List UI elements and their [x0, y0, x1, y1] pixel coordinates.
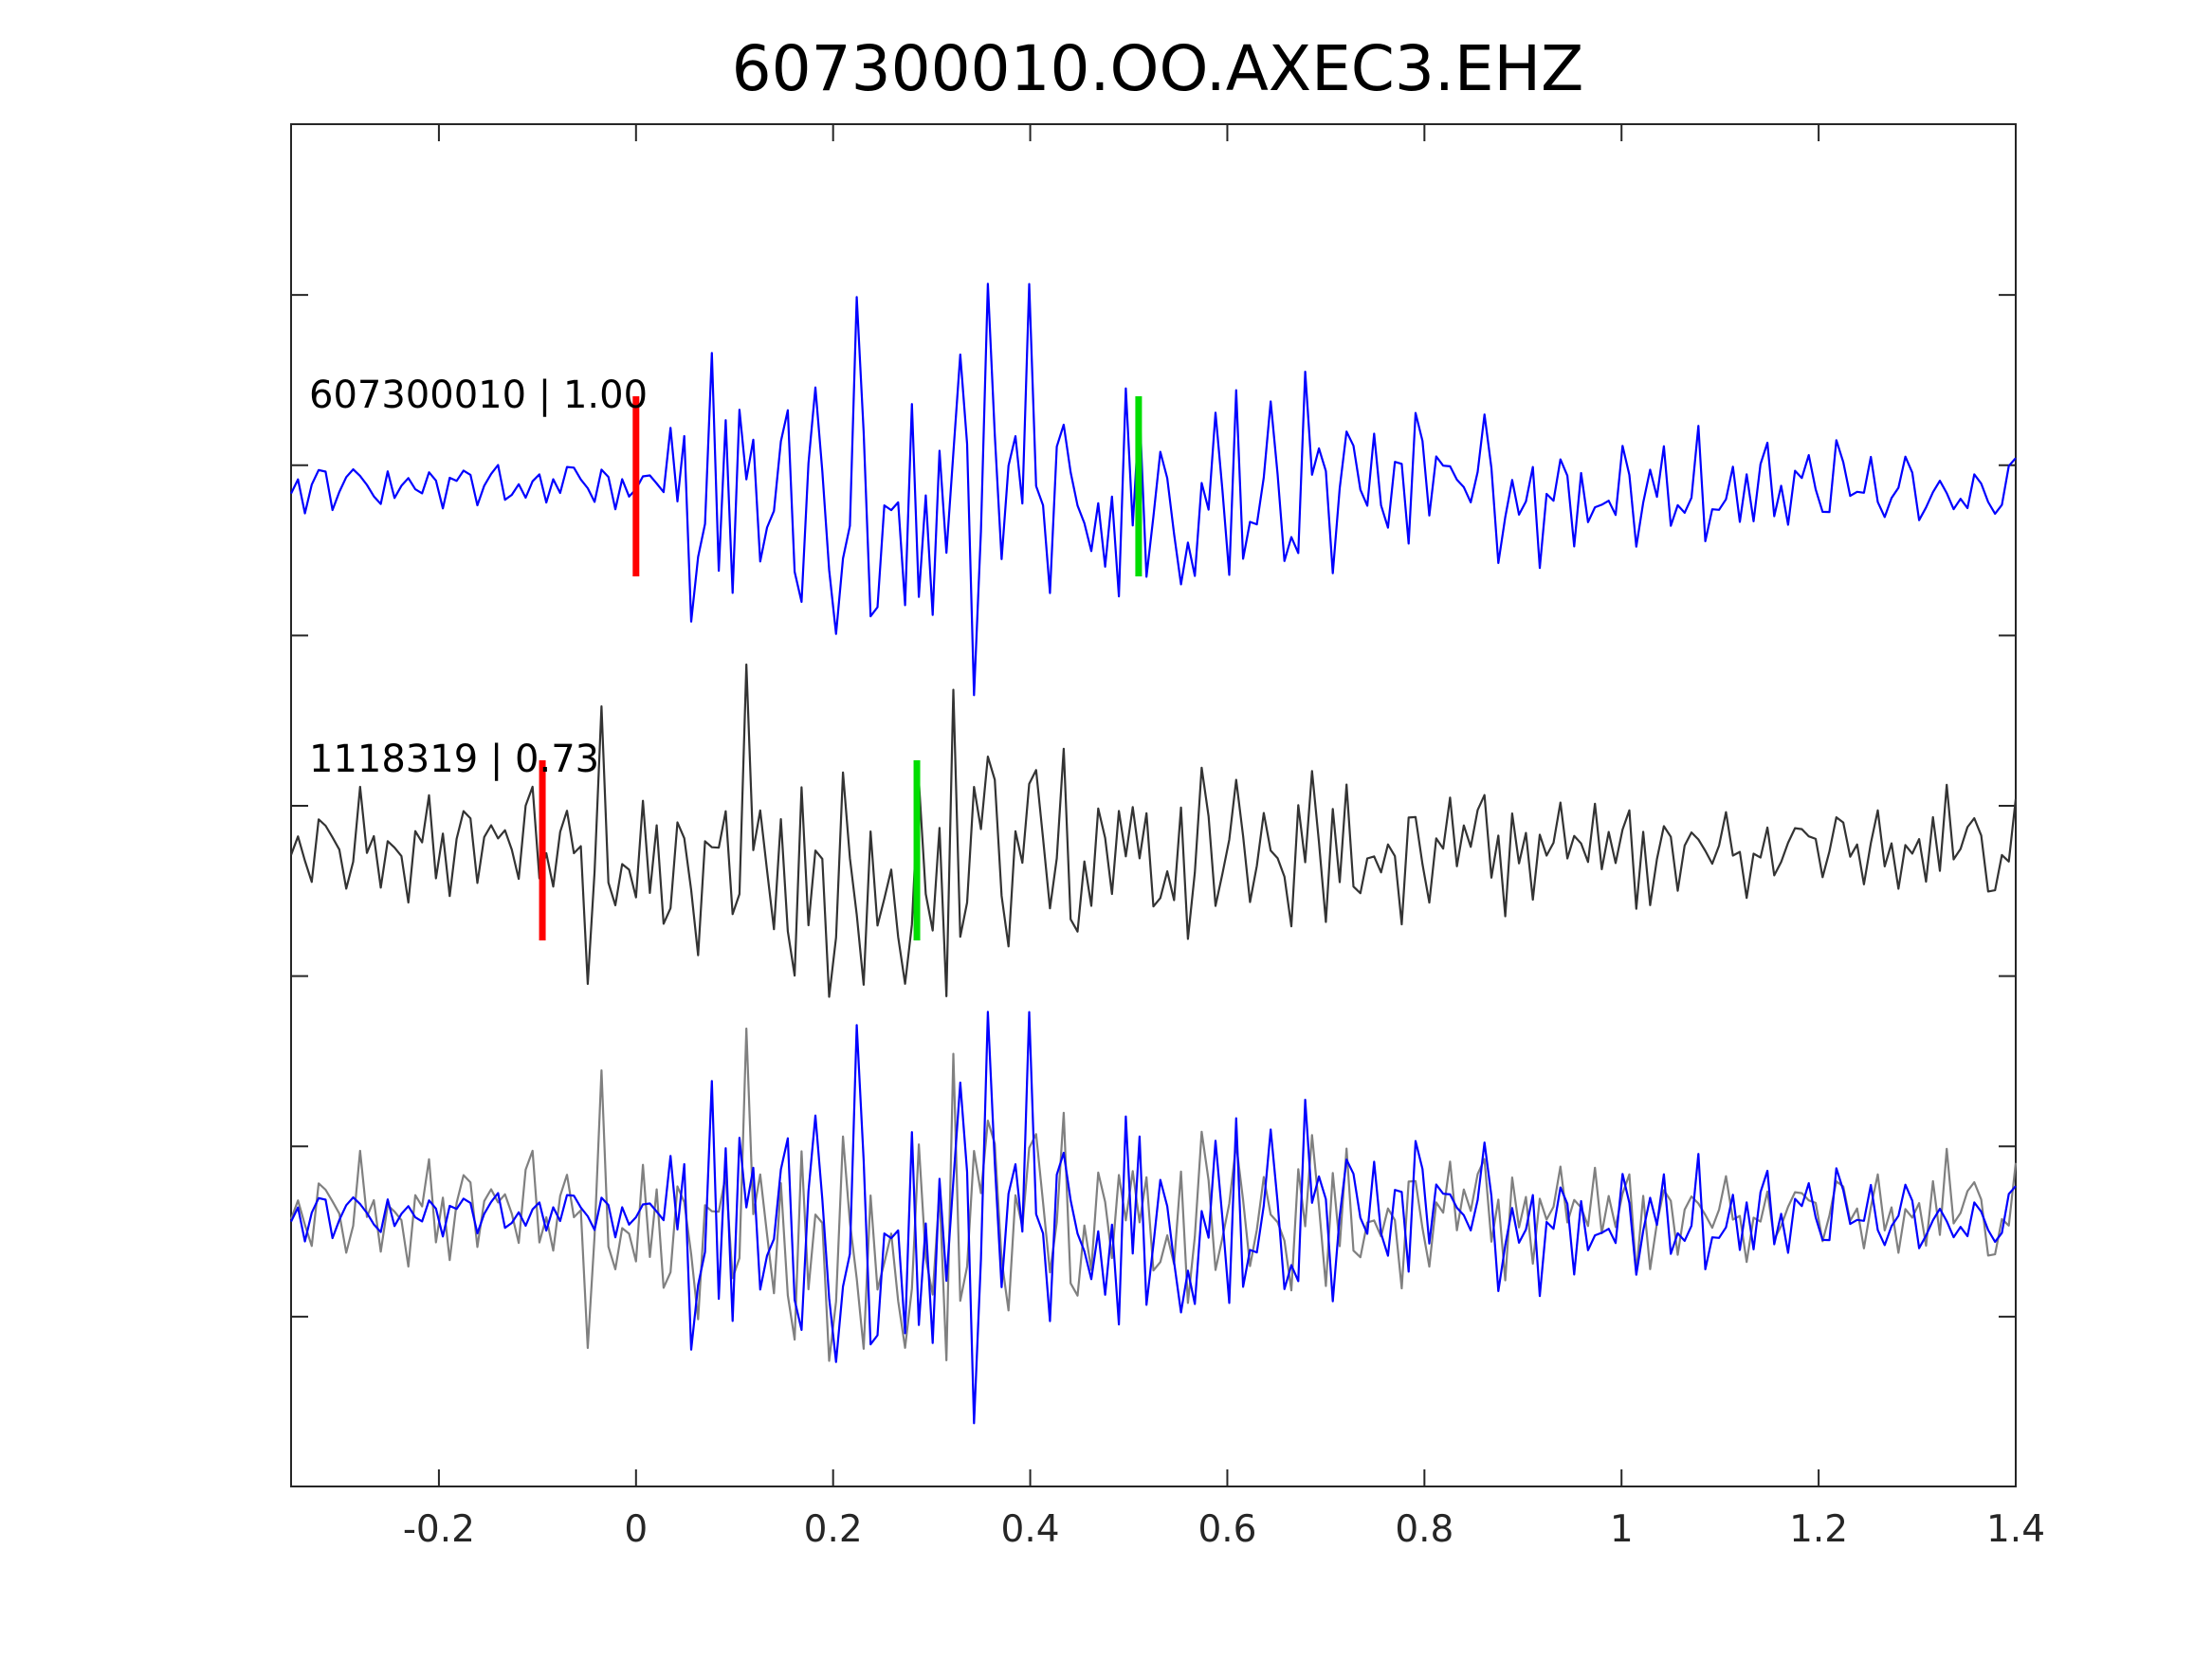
plot-area [290, 123, 2017, 1487]
picks-layer [539, 396, 1143, 940]
trace-607300010 [290, 283, 2017, 697]
trace-label: 607300010 | 1.00 [309, 374, 648, 417]
chart-title: 607300010.OO.AXEC3.EHZ [732, 32, 1584, 105]
x-tick-label: 0.8 [1395, 1508, 1453, 1551]
trace-label: 1118319 | 0.73 [309, 738, 599, 781]
overlay-trace-1118319 [289, 1027, 2018, 1362]
waveforms-layer [289, 283, 2018, 1425]
x-tick-label: 1.4 [1986, 1508, 2045, 1551]
x-tick-label: 0.6 [1197, 1508, 1256, 1551]
x-tick-label: -0.2 [403, 1508, 475, 1551]
trace-1118319 [289, 663, 2018, 998]
trace-labels-layer: 607300010 | 1.00 1118319 | 0.73 [309, 374, 648, 781]
ticks-layer: -0.2 0 0.2 0.4 0.6 0.8 1 1.2 1.4 [291, 124, 2045, 1551]
x-tick-label: 0.4 [1001, 1508, 1060, 1551]
x-tick-label: 0 [624, 1508, 648, 1551]
x-tick-label: 1.2 [1789, 1508, 1848, 1551]
x-tick-label: 0.2 [804, 1508, 863, 1551]
overlay-trace-607300010 [290, 1011, 2017, 1425]
x-tick-label: 1 [1610, 1508, 1634, 1551]
